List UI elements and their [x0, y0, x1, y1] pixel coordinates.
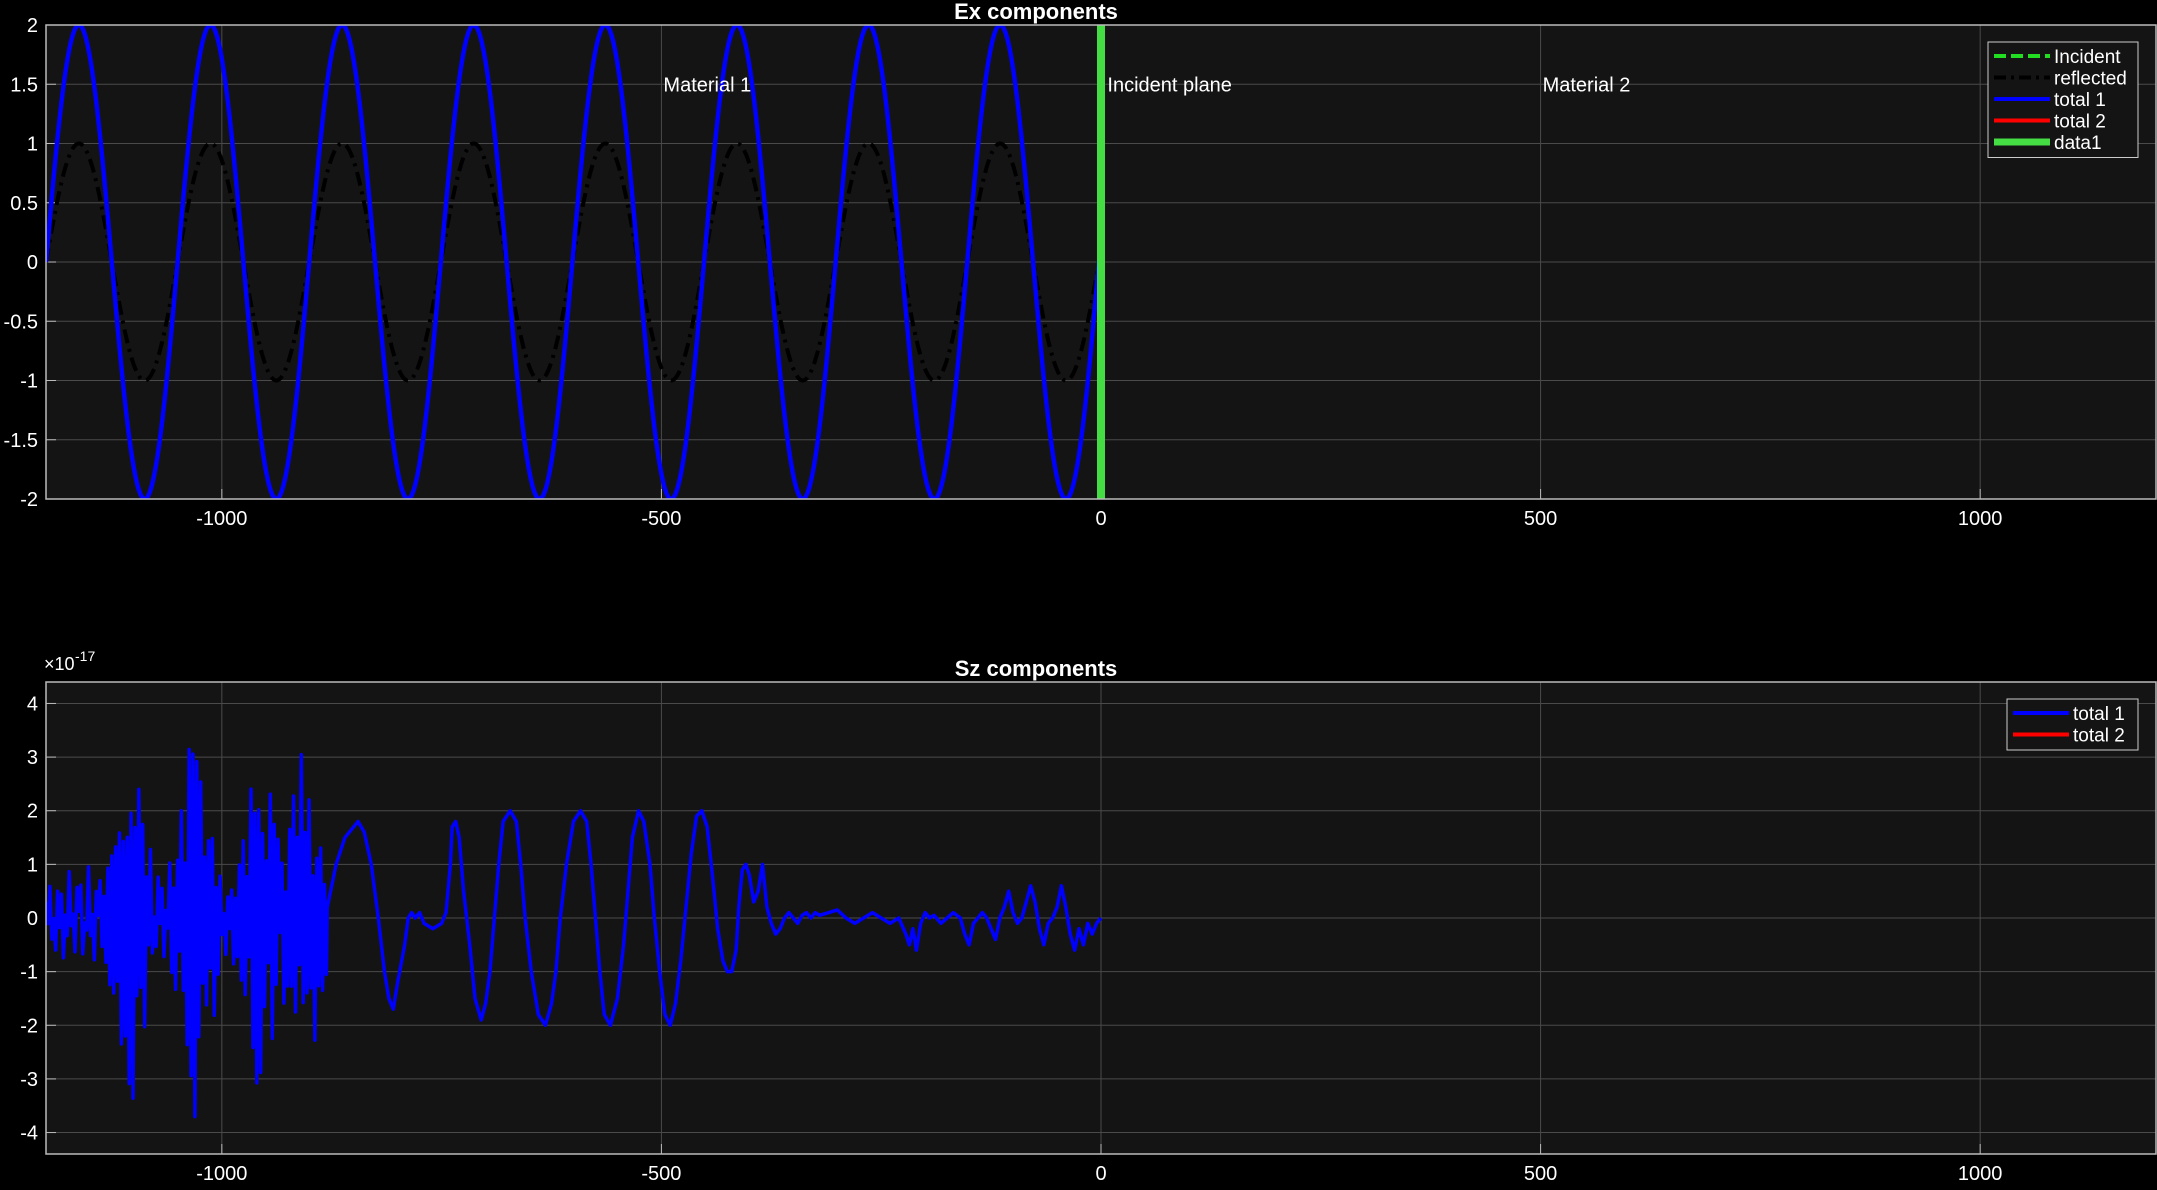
y-tick-label: -2 — [20, 1015, 38, 1037]
y-tick-label: 2 — [27, 801, 38, 823]
legend-label-total-1: total 1 — [2073, 704, 2125, 725]
y-tick-label: 1 — [27, 854, 38, 876]
y-tick-label: 0 — [27, 252, 38, 274]
x-tick-label: 500 — [1524, 1163, 1557, 1185]
ex-components-axes[interactable]: Material 1 Incident plane Material 2 -1000 -… — [4, 0, 2156, 530]
annotation-incident-plane: Incident plane — [1107, 74, 1232, 96]
x-tick-label: -500 — [641, 508, 681, 530]
x-tick-label: -1000 — [196, 1163, 247, 1185]
legend-label-total-1: total 1 — [2054, 90, 2106, 111]
legend-label-total-2: total 2 — [2054, 112, 2106, 133]
x-tick-label: 500 — [1524, 508, 1557, 530]
y-tick-label: 0 — [27, 908, 38, 930]
annotation-material-1: Material 1 — [663, 74, 751, 96]
y-tick-label: -3 — [20, 1069, 38, 1091]
y-tick-label: -2 — [20, 489, 38, 511]
y-exponent-power: -17 — [75, 648, 95, 664]
y-exponent-base: ×10 — [44, 654, 75, 674]
sz-components-axes[interactable]: -1000 -500 0 500 1000 -4 -3 -2 -1 0 1 2 3 4 Sz compone… — [20, 648, 2156, 1185]
annotation-material-2: Material 2 — [1543, 74, 1631, 96]
x-tick-label: -1000 — [196, 508, 247, 530]
y-tick-label: 0.5 — [10, 193, 38, 215]
y-tick-label: -4 — [20, 1123, 38, 1145]
y-tick-label: 4 — [27, 693, 38, 715]
y-tick-label: 2 — [27, 15, 38, 37]
x-tick-label: 0 — [1095, 508, 1106, 530]
y-tick-label: -1.5 — [4, 430, 38, 452]
x-tick-label: 0 — [1095, 1163, 1106, 1185]
chart-title: Ex components — [954, 0, 1118, 24]
y-tick-label: 1.5 — [10, 74, 38, 96]
legend-label-incident: Incident — [2054, 47, 2121, 68]
y-tick-label: -1 — [20, 371, 38, 393]
x-tick-label: -500 — [641, 1163, 681, 1185]
y-tick-label: -1 — [20, 962, 38, 984]
legend-label-reflected: reflected — [2054, 69, 2127, 90]
legend-label-total-2: total 2 — [2073, 726, 2125, 747]
x-tick-label: 1000 — [1958, 1163, 2003, 1185]
y-tick-label: 3 — [27, 747, 38, 769]
y-tick-label: 1 — [27, 134, 38, 156]
legend-label-data1: data1 — [2054, 133, 2102, 154]
y-tick-label: -0.5 — [4, 311, 38, 333]
chart-title: Sz components — [955, 656, 1118, 681]
x-tick-label: 1000 — [1958, 508, 2003, 530]
